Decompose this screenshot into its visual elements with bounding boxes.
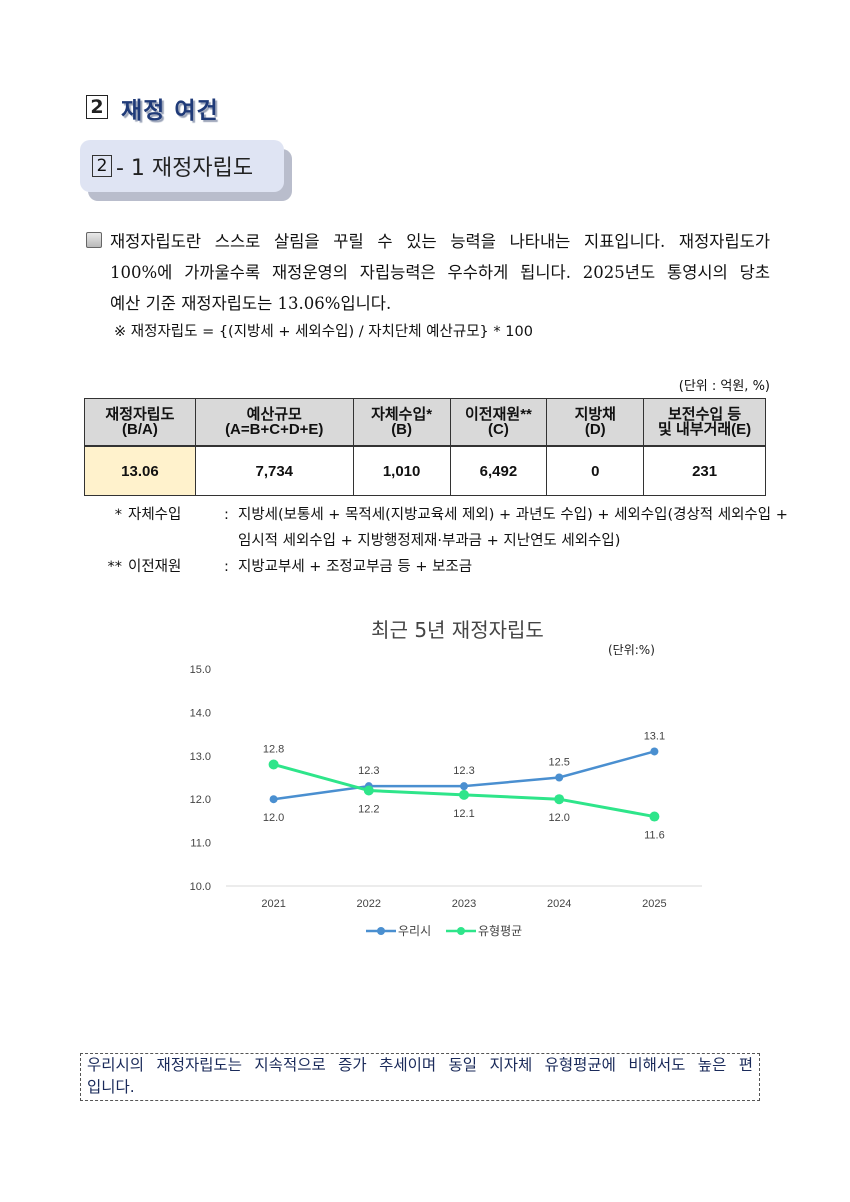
paragraph-line: 재정자립도란 스스로 살림을 꾸릴 수 있는 능력을 나타내는 지표입니다. 재… (110, 232, 770, 251)
y-tick-label: 13.0 (190, 751, 211, 763)
data-point (554, 794, 565, 805)
note-row: * 자체수입 : 지방세(보통세 + 목적세(지방교육세 제외) + 과년도 수… (100, 502, 798, 554)
table-header-cell: 자체수입* (B) (352, 398, 451, 447)
header-line: 지방채 (574, 406, 616, 423)
header-line: 및 내부거래(E) (658, 421, 752, 438)
formula-note: ※ 재정자립도 = {(지방세 + 세외수입) / 자치단체 예산규모} * 1… (114, 324, 533, 340)
y-tick-label: 12.0 (190, 794, 211, 806)
table-cell-self-reliance: 13.06 (84, 445, 196, 496)
legend-swatch-marker (457, 927, 465, 935)
data-point (650, 747, 659, 756)
data-point (460, 782, 468, 791)
legend-label: 우리시 (398, 924, 431, 938)
table-header-cell: 재정자립도 (B/A) (84, 398, 196, 447)
data-label: 12.3 (358, 765, 379, 777)
header-line: 이전재원** (465, 406, 532, 423)
square-bullet-icon (86, 232, 102, 248)
data-point (555, 773, 564, 782)
summary-box: 우리시의 재정자립도는 지속적으로 증가 추세이며 동일 지자체 유형평균에 비… (80, 1053, 760, 1101)
header-line: (B/A) (122, 421, 158, 438)
note-label: 자체수입 (128, 507, 182, 523)
header-line: 보전수입 등 (668, 406, 742, 423)
data-label: 11.6 (644, 830, 665, 842)
data-point (459, 789, 469, 800)
data-point (363, 785, 374, 796)
header-line: 예산규모 (246, 406, 302, 423)
table-cell: 7,734 (194, 445, 354, 496)
data-label: 12.0 (263, 812, 284, 824)
table-cell: 1,010 (352, 445, 451, 496)
paragraph-line: 100%에 가까울수록 재정운영의 자립능력은 우수하게 됩니다. 2025년도… (110, 263, 770, 282)
note-mark: * (114, 507, 122, 523)
intro-paragraph: 재정자립도란 스스로 살림을 꾸릴 수 있는 능력을 나타내는 지표입니다. 재… (110, 226, 770, 319)
section-number: 2 (90, 96, 104, 118)
x-tick-label: 2022 (357, 898, 381, 910)
chart-unit: (단위:%) (608, 643, 655, 657)
summary-line: 우리시의 재정자립도는 지속적으로 증가 추세이며 동일 지자체 유형평균에 비… (87, 1056, 753, 1074)
note-body: 지방세(보통세 + 목적세(지방교육세 제외) + 과년도 수입) + 세외수입… (238, 507, 788, 549)
header-line: (C) (488, 421, 509, 438)
note-mark: ** (107, 559, 123, 575)
x-tick-label: 2021 (261, 898, 285, 910)
table-notes: * 자체수입 : 지방세(보통세 + 목적세(지방교육세 제외) + 과년도 수… (100, 502, 798, 580)
note-row: ** 이전재원 : 지방교부세 + 조정교부금 등 + 보조금 (100, 554, 798, 580)
data-point (269, 795, 278, 804)
legend-swatch-marker (377, 927, 385, 935)
y-tick-label: 14.0 (190, 707, 211, 719)
subsection-number: 2 (92, 155, 112, 177)
x-tick-label: 2023 (452, 898, 476, 910)
table-header-row: 재정자립도 (B/A) 예산규모 (A=B+C+D+E) 자체수입* (B) 이전재원… (84, 398, 766, 447)
finance-table: 재정자립도 (B/A) 예산규모 (A=B+C+D+E) 자체수입* (B) 이전재원… (84, 398, 766, 496)
section-number-box: 2 (86, 95, 108, 119)
subsection-header: 2 - 1 재정자립도 (80, 140, 284, 192)
data-label: 12.2 (358, 804, 379, 816)
y-tick-label: 10.0 (190, 881, 211, 893)
table-header-cell: 예산규모 (A=B+C+D+E) (194, 398, 354, 447)
data-label: 12.5 (548, 757, 569, 769)
section-title: 재정 여건 (121, 98, 219, 124)
header-line: (D) (584, 421, 606, 438)
table-row: 13.06 7,734 1,010 6,492 0 231 (84, 445, 766, 496)
header-line: 재정자립도 (105, 406, 175, 423)
table-cell: 6,492 (449, 445, 548, 496)
x-tick-label: 2024 (547, 898, 571, 910)
subsection-title: - 1 재정자립도 (116, 156, 254, 181)
table-header-cell: 이전재원** (C) (449, 398, 548, 447)
header-line: 자체수입* (371, 406, 433, 423)
note-body: 지방교부세 + 조정교부금 등 + 보조금 (238, 559, 473, 575)
data-point (649, 811, 660, 822)
table-cell: 231 (643, 445, 766, 496)
table-header-cell: 지방채 (D) (546, 398, 645, 447)
chart-title: 최근 5년 재정자립도 (371, 618, 544, 642)
note-label: 이전재원 (128, 559, 182, 575)
data-point (268, 759, 279, 770)
header-line: (B) (391, 421, 413, 438)
data-label: 12.1 (453, 808, 474, 820)
data-label: 12.3 (453, 765, 474, 777)
data-label: 12.8 (263, 743, 284, 755)
data-label: 12.0 (548, 812, 569, 824)
paragraph-line: 예산 기준 재정자립도는 13.06%입니다. (110, 294, 392, 313)
header-line: (A=B+C+D+E) (225, 421, 324, 438)
note-colon: : (224, 507, 229, 523)
note-colon: : (224, 559, 229, 575)
summary-line: 입니다. (87, 1078, 135, 1096)
data-label: 13.1 (644, 730, 665, 742)
x-tick-label: 2025 (642, 898, 666, 910)
legend-label: 유형평균 (478, 924, 522, 938)
y-tick-label: 15.0 (190, 664, 211, 676)
table-unit: (단위 : 억원, %) (678, 379, 770, 394)
y-tick-label: 11.0 (190, 838, 211, 850)
